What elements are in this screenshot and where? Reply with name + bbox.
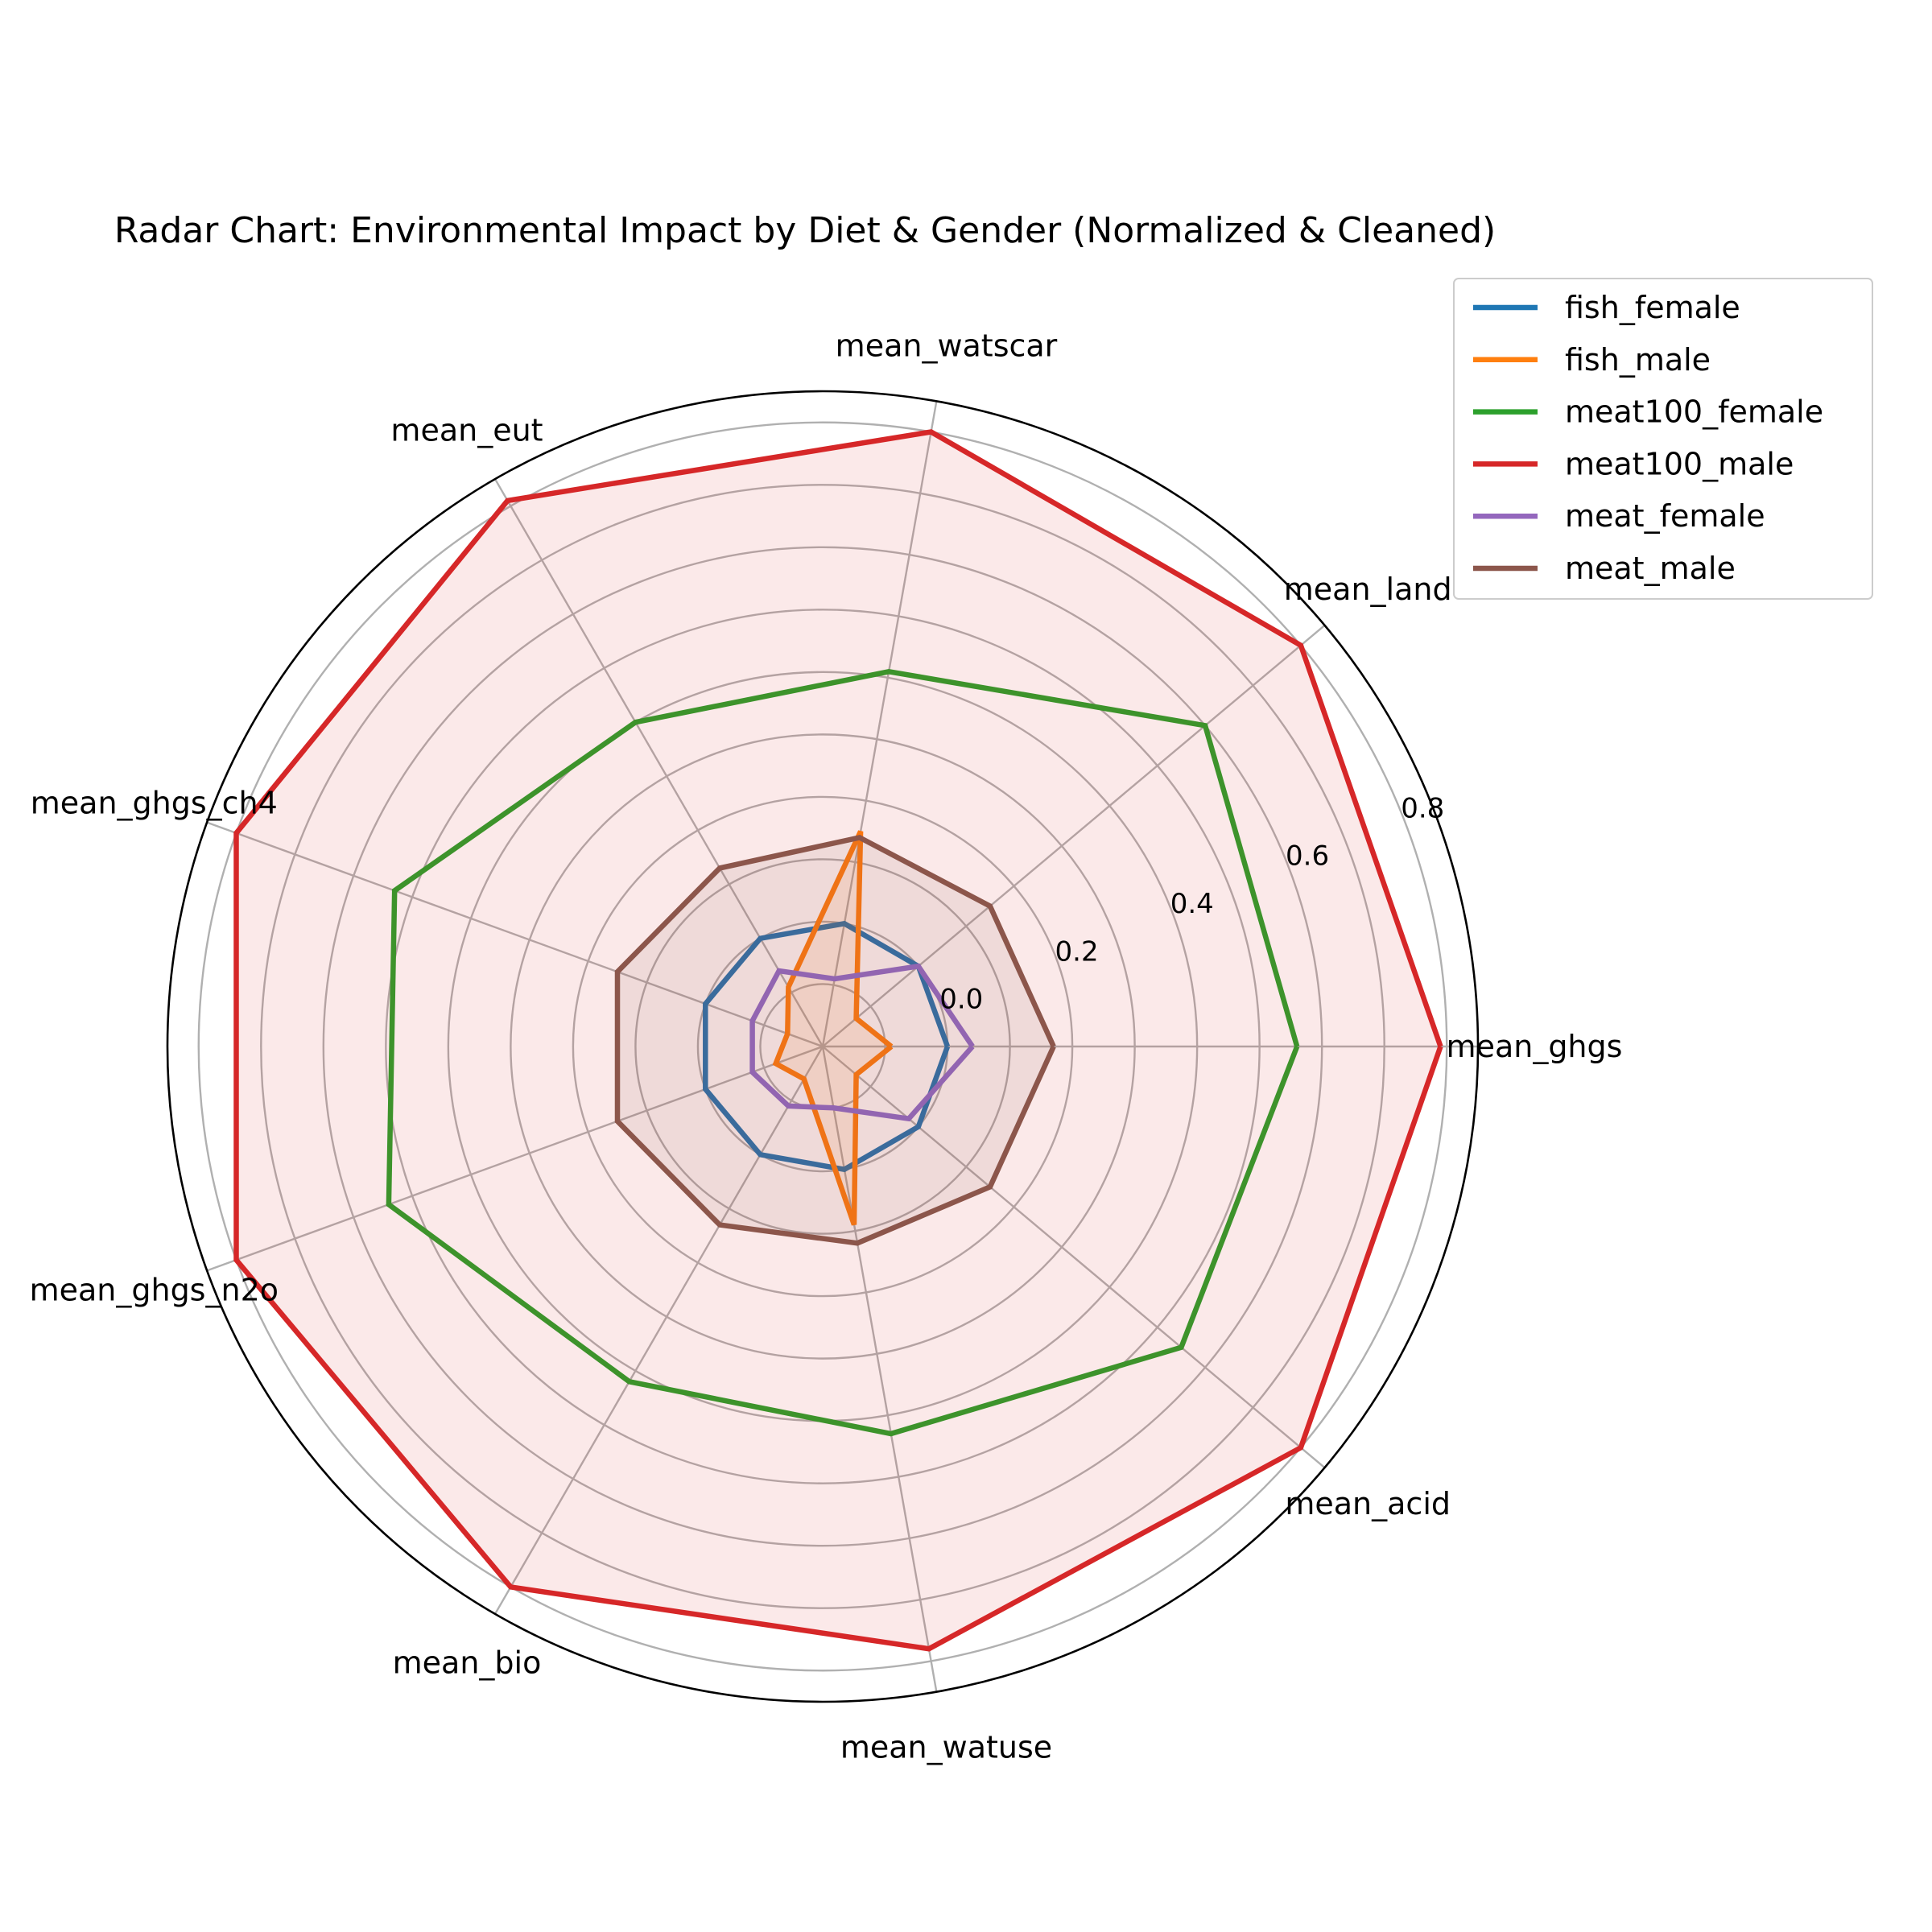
spoke-mean_ghgs_ch4 bbox=[206, 821, 824, 1048]
series-fill-meat_male bbox=[617, 837, 1054, 1244]
axis-label-mean_ghgs_n2o: mean_ghgs_n2o bbox=[30, 1272, 279, 1307]
series-layer bbox=[233, 429, 1443, 1652]
tick-label-2: 0.4 bbox=[1170, 888, 1214, 920]
tick-label-4: 0.8 bbox=[1401, 792, 1444, 824]
axis-label-mean_watuse: mean_watuse bbox=[840, 1730, 1052, 1765]
series-line-fish_male bbox=[772, 830, 894, 1226]
legend: fish_female fish_male meat100_female meat10… bbox=[1453, 278, 1873, 600]
legend-box bbox=[1453, 278, 1873, 600]
axis-label-mean_land: mean_land bbox=[1284, 572, 1452, 607]
series-fill-meat100_male bbox=[236, 431, 1441, 1649]
legend-label-fish_female: fish_female bbox=[1565, 290, 1740, 325]
radial-ticks: 0.0 0.2 0.4 0.6 0.8 bbox=[939, 792, 1444, 1015]
series-line-meat100_male bbox=[233, 429, 1443, 1652]
chart-title: Radar Chart: Environmental Impact by Die… bbox=[114, 210, 1496, 251]
spoke-mean_ghgs_n2o bbox=[206, 1045, 824, 1272]
spoke-mean_eut bbox=[493, 478, 824, 1047]
axis-label-mean_ghgs_ch4: mean_ghgs_ch4 bbox=[31, 786, 278, 821]
axis-labels: mean_ghgs mean_land mean_watscar mean_eutme… bbox=[30, 328, 1623, 1765]
tick-label-1: 0.2 bbox=[1055, 935, 1099, 968]
spoke-mean_watuse bbox=[821, 1046, 938, 1692]
polar-grid bbox=[166, 390, 1480, 1703]
series-line-meat100_female bbox=[386, 668, 1300, 1437]
tick-label-3: 0.6 bbox=[1286, 840, 1329, 873]
legend-label-meat100_female: meat100_female bbox=[1565, 394, 1823, 430]
axis-label-mean_ghgs: mean_ghgs bbox=[1447, 1029, 1623, 1064]
series-line-fish_female bbox=[703, 920, 951, 1173]
legend-label-meat100_male: meat100_male bbox=[1565, 446, 1794, 481]
series-fill-fish_male bbox=[775, 831, 892, 1225]
spoke-mean_bio bbox=[493, 1046, 824, 1615]
series-line-meat_female bbox=[749, 963, 975, 1122]
series-line-meat_male bbox=[614, 834, 1056, 1246]
legend-label-fish_male: fish_male bbox=[1565, 342, 1711, 378]
spoke-mean_land bbox=[822, 624, 1326, 1047]
spoke-mean_watscar bbox=[821, 401, 938, 1047]
outer-frame bbox=[166, 390, 1480, 1703]
axis-label-mean_bio: mean_bio bbox=[393, 1645, 542, 1681]
tick-label-0: 0.0 bbox=[939, 984, 983, 1016]
axis-label-mean_eut: mean_eut bbox=[390, 412, 543, 448]
legend-label-meat_female: meat_female bbox=[1565, 498, 1765, 534]
axis-label-mean_watscar: mean_watscar bbox=[836, 328, 1058, 363]
axis-label-mean_acid: mean_acid bbox=[1285, 1486, 1451, 1521]
legend-label-meat_male: meat_male bbox=[1565, 551, 1736, 586]
